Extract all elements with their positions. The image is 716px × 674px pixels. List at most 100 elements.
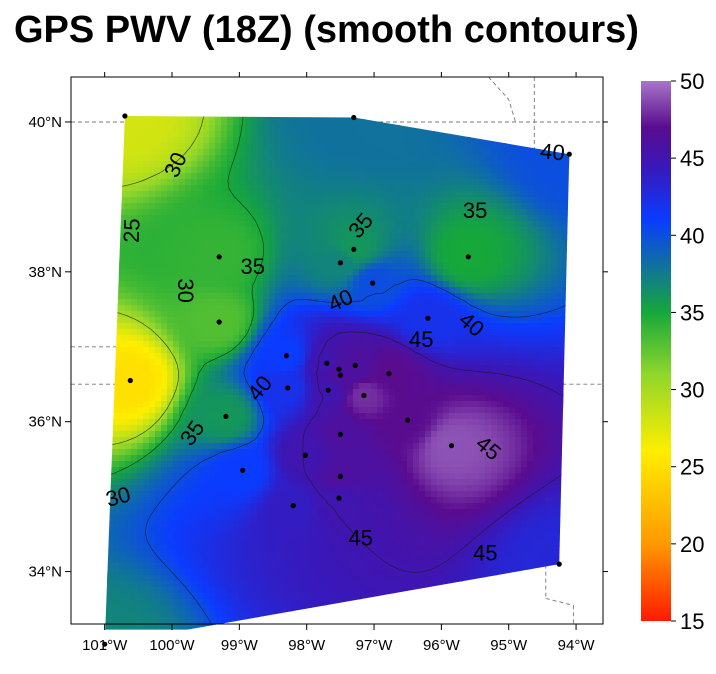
- pwv-cell: [389, 323, 396, 330]
- pwv-cell: [407, 293, 414, 300]
- pwv-cell: [305, 389, 312, 396]
- pwv-cell: [149, 275, 156, 282]
- pwv-cell: [455, 371, 462, 378]
- pwv-cell: [143, 155, 150, 162]
- pwv-cell: [557, 191, 564, 198]
- pwv-cell: [215, 335, 222, 342]
- pwv-cell: [407, 143, 414, 150]
- pwv-cell: [521, 389, 528, 396]
- pwv-cell: [491, 263, 498, 270]
- pwv-cell: [197, 365, 204, 372]
- pwv-cell: [257, 317, 264, 324]
- pwv-cell: [419, 299, 426, 306]
- pwv-cell: [299, 197, 306, 204]
- pwv-cell: [113, 401, 120, 408]
- pwv-cell: [347, 263, 354, 270]
- pwv-cell: [347, 401, 354, 408]
- pwv-cell: [125, 329, 132, 336]
- pwv-cell: [425, 161, 432, 168]
- pwv-cell: [371, 269, 378, 276]
- pwv-cell: [431, 287, 438, 294]
- pwv-cell: [557, 185, 564, 192]
- pwv-cell: [419, 191, 426, 198]
- pwv-cell: [407, 389, 414, 396]
- pwv-cell: [371, 137, 378, 144]
- pwv-cell: [431, 239, 438, 246]
- pwv-cell: [497, 155, 504, 162]
- pwv-cell: [197, 341, 204, 348]
- pwv-cell: [209, 365, 216, 372]
- pwv-cell: [155, 245, 162, 252]
- pwv-cell: [347, 215, 354, 222]
- pwv-cell: [521, 209, 528, 216]
- pwv-cell: [563, 185, 570, 192]
- pwv-cell: [413, 137, 420, 144]
- pwv-cell: [203, 257, 210, 264]
- pwv-cell: [191, 323, 198, 330]
- pwv-cell: [221, 335, 228, 342]
- pwv-cell: [125, 323, 132, 330]
- pwv-cell: [539, 341, 546, 348]
- pwv-cell: [149, 293, 156, 300]
- pwv-cell: [305, 149, 312, 156]
- pwv-cell: [461, 179, 468, 186]
- pwv-cell: [413, 149, 420, 156]
- pwv-cell: [479, 371, 486, 378]
- pwv-cell: [341, 227, 348, 234]
- pwv-cell: [269, 365, 276, 372]
- pwv-cell: [179, 293, 186, 300]
- pwv-cell: [341, 317, 348, 324]
- pwv-cell: [545, 185, 552, 192]
- pwv-cell: [305, 185, 312, 192]
- pwv-cell: [551, 335, 558, 342]
- pwv-cell: [503, 305, 510, 312]
- pwv-cell: [305, 203, 312, 210]
- pwv-cell: [455, 353, 462, 360]
- pwv-cell: [377, 383, 384, 390]
- pwv-cell: [407, 185, 414, 192]
- pwv-cell: [563, 197, 570, 204]
- pwv-cell: [419, 377, 426, 384]
- pwv-cell: [335, 329, 342, 336]
- pwv-cell: [227, 323, 234, 330]
- pwv-cell: [383, 365, 390, 372]
- pwv-cell: [263, 335, 270, 342]
- pwv-cell: [125, 257, 132, 264]
- pwv-cell: [269, 179, 276, 186]
- pwv-cell: [413, 335, 420, 342]
- pwv-cell: [323, 323, 330, 330]
- pwv-cell: [209, 401, 216, 408]
- pwv-cell: [563, 251, 570, 258]
- pwv-cell: [161, 323, 168, 330]
- pwv-cell: [125, 155, 132, 162]
- pwv-cell: [293, 311, 300, 318]
- pwv-cell: [125, 371, 132, 378]
- pwv-cell: [287, 395, 294, 402]
- pwv-cell: [233, 143, 240, 150]
- pwv-cell: [359, 341, 366, 348]
- pwv-cell: [479, 251, 486, 258]
- pwv-cell: [173, 209, 180, 216]
- pwv-cell: [137, 116, 144, 120]
- pwv-cell: [557, 233, 564, 240]
- pwv-cell: [305, 227, 312, 234]
- pwv-cell: [557, 383, 564, 390]
- pwv-cell: [557, 227, 564, 234]
- pwv-cell: [431, 197, 438, 204]
- pwv-cell: [419, 137, 426, 144]
- pwv-cell: [353, 275, 360, 282]
- pwv-cell: [293, 383, 300, 390]
- pwv-cell: [359, 371, 366, 378]
- pwv-cell: [287, 305, 294, 312]
- pwv-cell: [137, 227, 144, 234]
- pwv-cell: [299, 179, 306, 186]
- pwv-cell: [263, 251, 270, 258]
- pwv-cell: [245, 275, 252, 282]
- pwv-cell: [245, 131, 252, 138]
- pwv-cell: [533, 347, 540, 354]
- pwv-cell: [185, 131, 192, 138]
- pwv-cell: [359, 275, 366, 282]
- pwv-cell: [257, 209, 264, 216]
- pwv-cell: [167, 251, 174, 258]
